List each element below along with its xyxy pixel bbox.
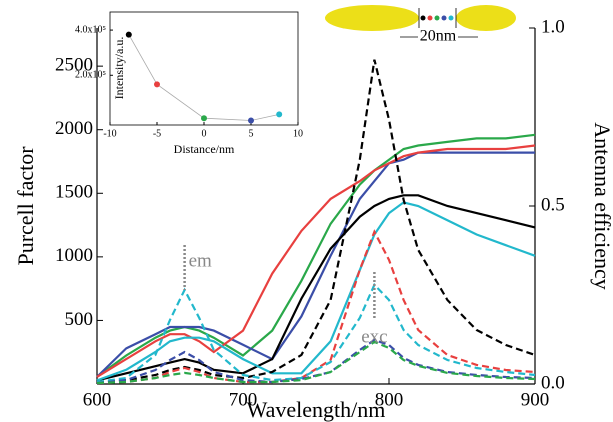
x-tick-label: 5 bbox=[249, 128, 254, 139]
x-tick-label: 800 bbox=[375, 389, 404, 410]
emitter-dot bbox=[441, 15, 447, 21]
annotation: em bbox=[189, 250, 212, 271]
plot: 600 700 800 900 500 1000 1500 2000 2500 0.0 0.5 1.0 bbox=[55, 16, 565, 410]
x-axis-title: Wavelength/nm bbox=[247, 397, 386, 422]
data-point bbox=[125, 31, 132, 38]
data-line bbox=[96, 144, 536, 378]
label-bg bbox=[418, 28, 458, 44]
data-line bbox=[96, 133, 536, 378]
data-line bbox=[96, 59, 536, 384]
y-tick-label: 1500 bbox=[55, 182, 93, 203]
y-axis-title: Purcell factor bbox=[13, 146, 38, 266]
data-line bbox=[96, 340, 536, 385]
plot: -10 -5 0 5 10 2.0x10⁵ 4.0x10⁵ bbox=[75, 11, 303, 139]
y-tick-label: 4.0x10⁵ bbox=[75, 24, 106, 35]
y-tick-label: 1000 bbox=[55, 245, 93, 266]
y-tick-label: 2.0x10⁵ bbox=[75, 70, 106, 81]
y-tick-label: 2500 bbox=[55, 55, 93, 76]
x-tick-label: 0 bbox=[202, 128, 207, 139]
x-tick-label: 900 bbox=[521, 389, 550, 410]
data-line bbox=[96, 194, 536, 382]
data-line bbox=[96, 282, 536, 384]
y-tick-label: 2000 bbox=[55, 118, 93, 139]
annotation: 20nm bbox=[420, 28, 457, 45]
nanorod bbox=[456, 5, 516, 31]
nanorod bbox=[325, 5, 419, 31]
x-tick-label: 700 bbox=[229, 389, 258, 410]
x-tick-label: 600 bbox=[83, 389, 112, 410]
annotation: exc bbox=[361, 326, 387, 347]
emitter-dot bbox=[434, 15, 440, 21]
y-axis-title: Intensity/a.u. bbox=[112, 37, 126, 100]
y2-tick-label: 0.5 bbox=[541, 194, 565, 215]
y2-tick-label: 0.0 bbox=[541, 372, 565, 393]
plot-frame bbox=[109, 11, 299, 126]
data-line bbox=[96, 201, 536, 382]
data-point bbox=[201, 115, 207, 122]
x-tick-label: -5 bbox=[153, 128, 161, 139]
data-point bbox=[276, 111, 283, 118]
data-point bbox=[154, 81, 160, 88]
x-tick-label: 10 bbox=[293, 128, 303, 139]
data-point bbox=[248, 117, 254, 124]
x-axis-title: Distance/nm bbox=[174, 142, 235, 156]
emitter-dot bbox=[420, 15, 426, 21]
emitter-dot bbox=[427, 15, 433, 21]
y2-tick-label: 1.0 bbox=[541, 16, 565, 37]
emitter-dot bbox=[448, 15, 454, 21]
x-tick-label: -10 bbox=[103, 128, 116, 139]
data-line bbox=[96, 151, 535, 378]
y-tick-label: 500 bbox=[65, 309, 94, 330]
y2-axis-title: Antenna efficiency bbox=[590, 122, 613, 290]
